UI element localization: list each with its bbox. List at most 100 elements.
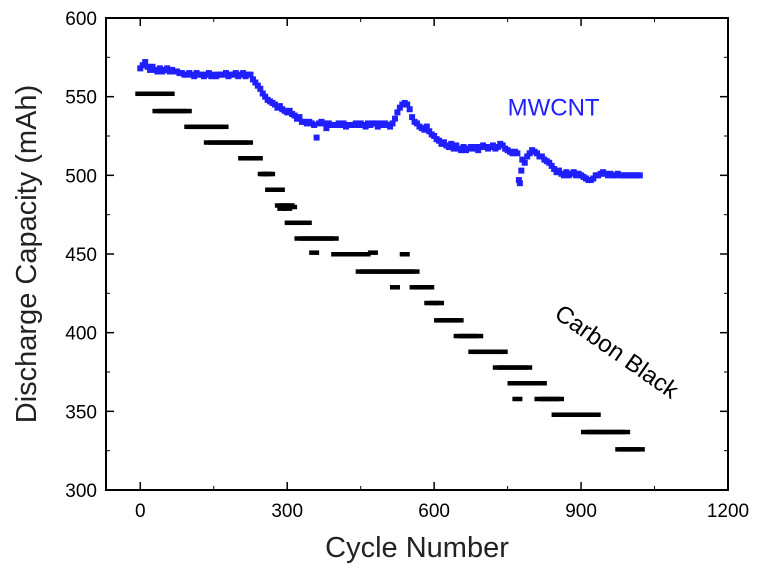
data-point xyxy=(147,66,154,73)
tick-marks xyxy=(106,17,729,491)
data-point xyxy=(518,167,525,174)
y-axis-title: Discharge Capacity (mAh) xyxy=(11,85,43,423)
y-tick-label: 400 xyxy=(65,324,97,345)
data-point xyxy=(149,63,156,70)
x-tick-label: 300 xyxy=(271,501,303,522)
data-point xyxy=(340,120,347,127)
data-point xyxy=(450,145,457,152)
data-point xyxy=(590,175,597,182)
data-point xyxy=(526,150,533,157)
data-point xyxy=(497,349,508,355)
data-point xyxy=(313,134,320,141)
data-point xyxy=(409,269,420,274)
data-point xyxy=(137,65,144,72)
data-point xyxy=(249,76,256,83)
data-point xyxy=(494,144,501,151)
data-point xyxy=(421,126,428,133)
x-tick-label: 0 xyxy=(135,501,146,522)
data-point xyxy=(276,103,283,110)
data-point xyxy=(453,142,460,149)
series-label-mwcnt: MWCNT xyxy=(508,95,600,122)
data-point xyxy=(521,159,528,166)
data-point xyxy=(448,140,455,147)
data-point xyxy=(546,159,553,166)
data-point xyxy=(387,123,394,130)
data-point xyxy=(362,123,369,130)
data-point xyxy=(522,365,533,370)
data-point xyxy=(563,169,570,176)
data-point xyxy=(406,106,413,113)
data-point xyxy=(499,142,506,149)
data-point xyxy=(458,147,465,154)
annotations: MWCNT Carbon Black xyxy=(508,95,684,406)
data-point xyxy=(191,73,198,80)
data-point xyxy=(396,104,403,111)
data-point xyxy=(301,220,312,226)
data-point xyxy=(590,412,601,417)
data-point xyxy=(156,65,163,72)
x-tick-label: 900 xyxy=(565,501,597,522)
series-label-carbon-black: Carbon Black xyxy=(550,300,684,405)
data-point xyxy=(512,396,523,402)
data-point xyxy=(538,153,545,160)
data-point xyxy=(257,85,264,92)
y-tick-label: 500 xyxy=(65,166,97,187)
x-axis-title: Cycle Number xyxy=(325,532,509,564)
data-point xyxy=(519,156,526,163)
x-tick-label: 1200 xyxy=(707,501,749,522)
data-point xyxy=(489,142,496,149)
data-point xyxy=(436,137,443,144)
data-point xyxy=(570,169,577,176)
data-point xyxy=(423,123,430,130)
data-point xyxy=(222,70,229,77)
data-point xyxy=(394,109,401,116)
data-point xyxy=(144,63,151,70)
data-point xyxy=(516,180,523,187)
x-tick-labels: 0 300 600 900 1200 xyxy=(135,501,749,522)
data-point xyxy=(320,120,327,127)
data-point xyxy=(247,71,254,78)
data-point xyxy=(139,62,146,69)
data-point xyxy=(524,153,531,160)
data-point xyxy=(424,285,435,290)
data-point xyxy=(445,144,452,151)
data-point xyxy=(515,177,522,184)
data-point xyxy=(391,115,398,122)
data-point xyxy=(399,252,410,257)
data-point xyxy=(291,112,298,119)
data-point xyxy=(473,333,484,339)
data-point xyxy=(389,285,400,290)
data-point xyxy=(271,101,278,108)
data-point xyxy=(181,108,192,114)
y-tick-label: 350 xyxy=(65,402,97,423)
data-point xyxy=(360,252,371,257)
series-layer xyxy=(135,59,645,452)
data-point xyxy=(240,70,247,77)
data-point xyxy=(323,125,330,132)
data-point xyxy=(142,59,149,66)
data-point xyxy=(311,121,318,128)
y-tick-label: 600 xyxy=(65,9,97,30)
data-point xyxy=(296,114,303,121)
data-point xyxy=(560,172,567,179)
data-point xyxy=(259,90,266,97)
data-point xyxy=(372,120,379,127)
data-point xyxy=(205,70,212,77)
data-point xyxy=(536,381,547,386)
data-point xyxy=(389,120,396,127)
data-point xyxy=(274,187,285,192)
data-point xyxy=(475,147,482,154)
data-point xyxy=(634,447,645,452)
data-point xyxy=(164,91,175,97)
data-point xyxy=(414,120,420,127)
data-point xyxy=(440,139,447,146)
data-point xyxy=(252,156,263,161)
data-point xyxy=(426,128,433,135)
plot-area-frame xyxy=(105,17,729,491)
data-point xyxy=(254,82,261,89)
data-point xyxy=(154,68,161,75)
y-tick-label: 450 xyxy=(65,245,97,266)
data-point xyxy=(374,123,381,130)
data-point xyxy=(409,114,416,121)
